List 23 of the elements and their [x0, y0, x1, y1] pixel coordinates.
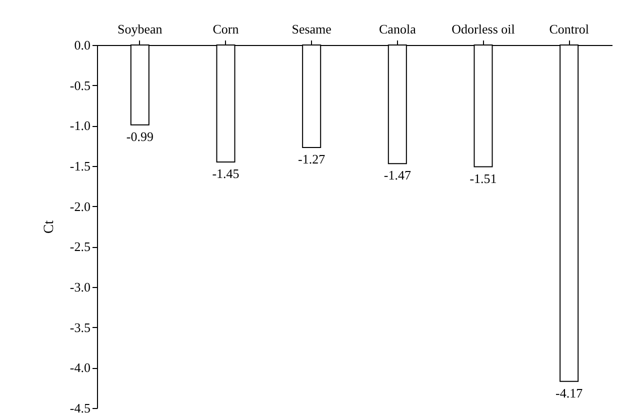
- y-tick-label: -3.5: [70, 320, 90, 335]
- x-tick-label: Soybean: [118, 22, 163, 36]
- y-tick-label: -1.5: [70, 158, 90, 174]
- y-tick-label: -2.5: [70, 239, 90, 254]
- x-tick-label: Odorless oil: [452, 22, 516, 36]
- data-label: -1.51: [470, 170, 497, 186]
- y-tick-label: -3.0: [70, 280, 90, 294]
- data-label: -1.47: [384, 168, 412, 183]
- y-tick-label: 0.0: [74, 38, 90, 52]
- data-label: -1.27: [298, 151, 326, 166]
- data-label: -4.17: [556, 385, 584, 400]
- y-tick-label: -1.0: [70, 118, 90, 134]
- x-tick-label: Control: [549, 22, 590, 36]
- y-axis-title: Ct: [42, 220, 57, 234]
- y-tick-label: -0.5: [70, 78, 90, 93]
- y-tick-label: -4.5: [70, 400, 90, 416]
- data-label: -0.99: [126, 128, 154, 144]
- data-label: -1.45: [212, 166, 240, 181]
- y-tick-label: -4.0: [70, 360, 90, 376]
- x-tick-label: Corn: [212, 22, 240, 36]
- y-tick-label: -2.0: [70, 198, 90, 214]
- x-tick-label: Sesame: [292, 22, 332, 36]
- x-tick-label: Canola: [379, 22, 416, 36]
